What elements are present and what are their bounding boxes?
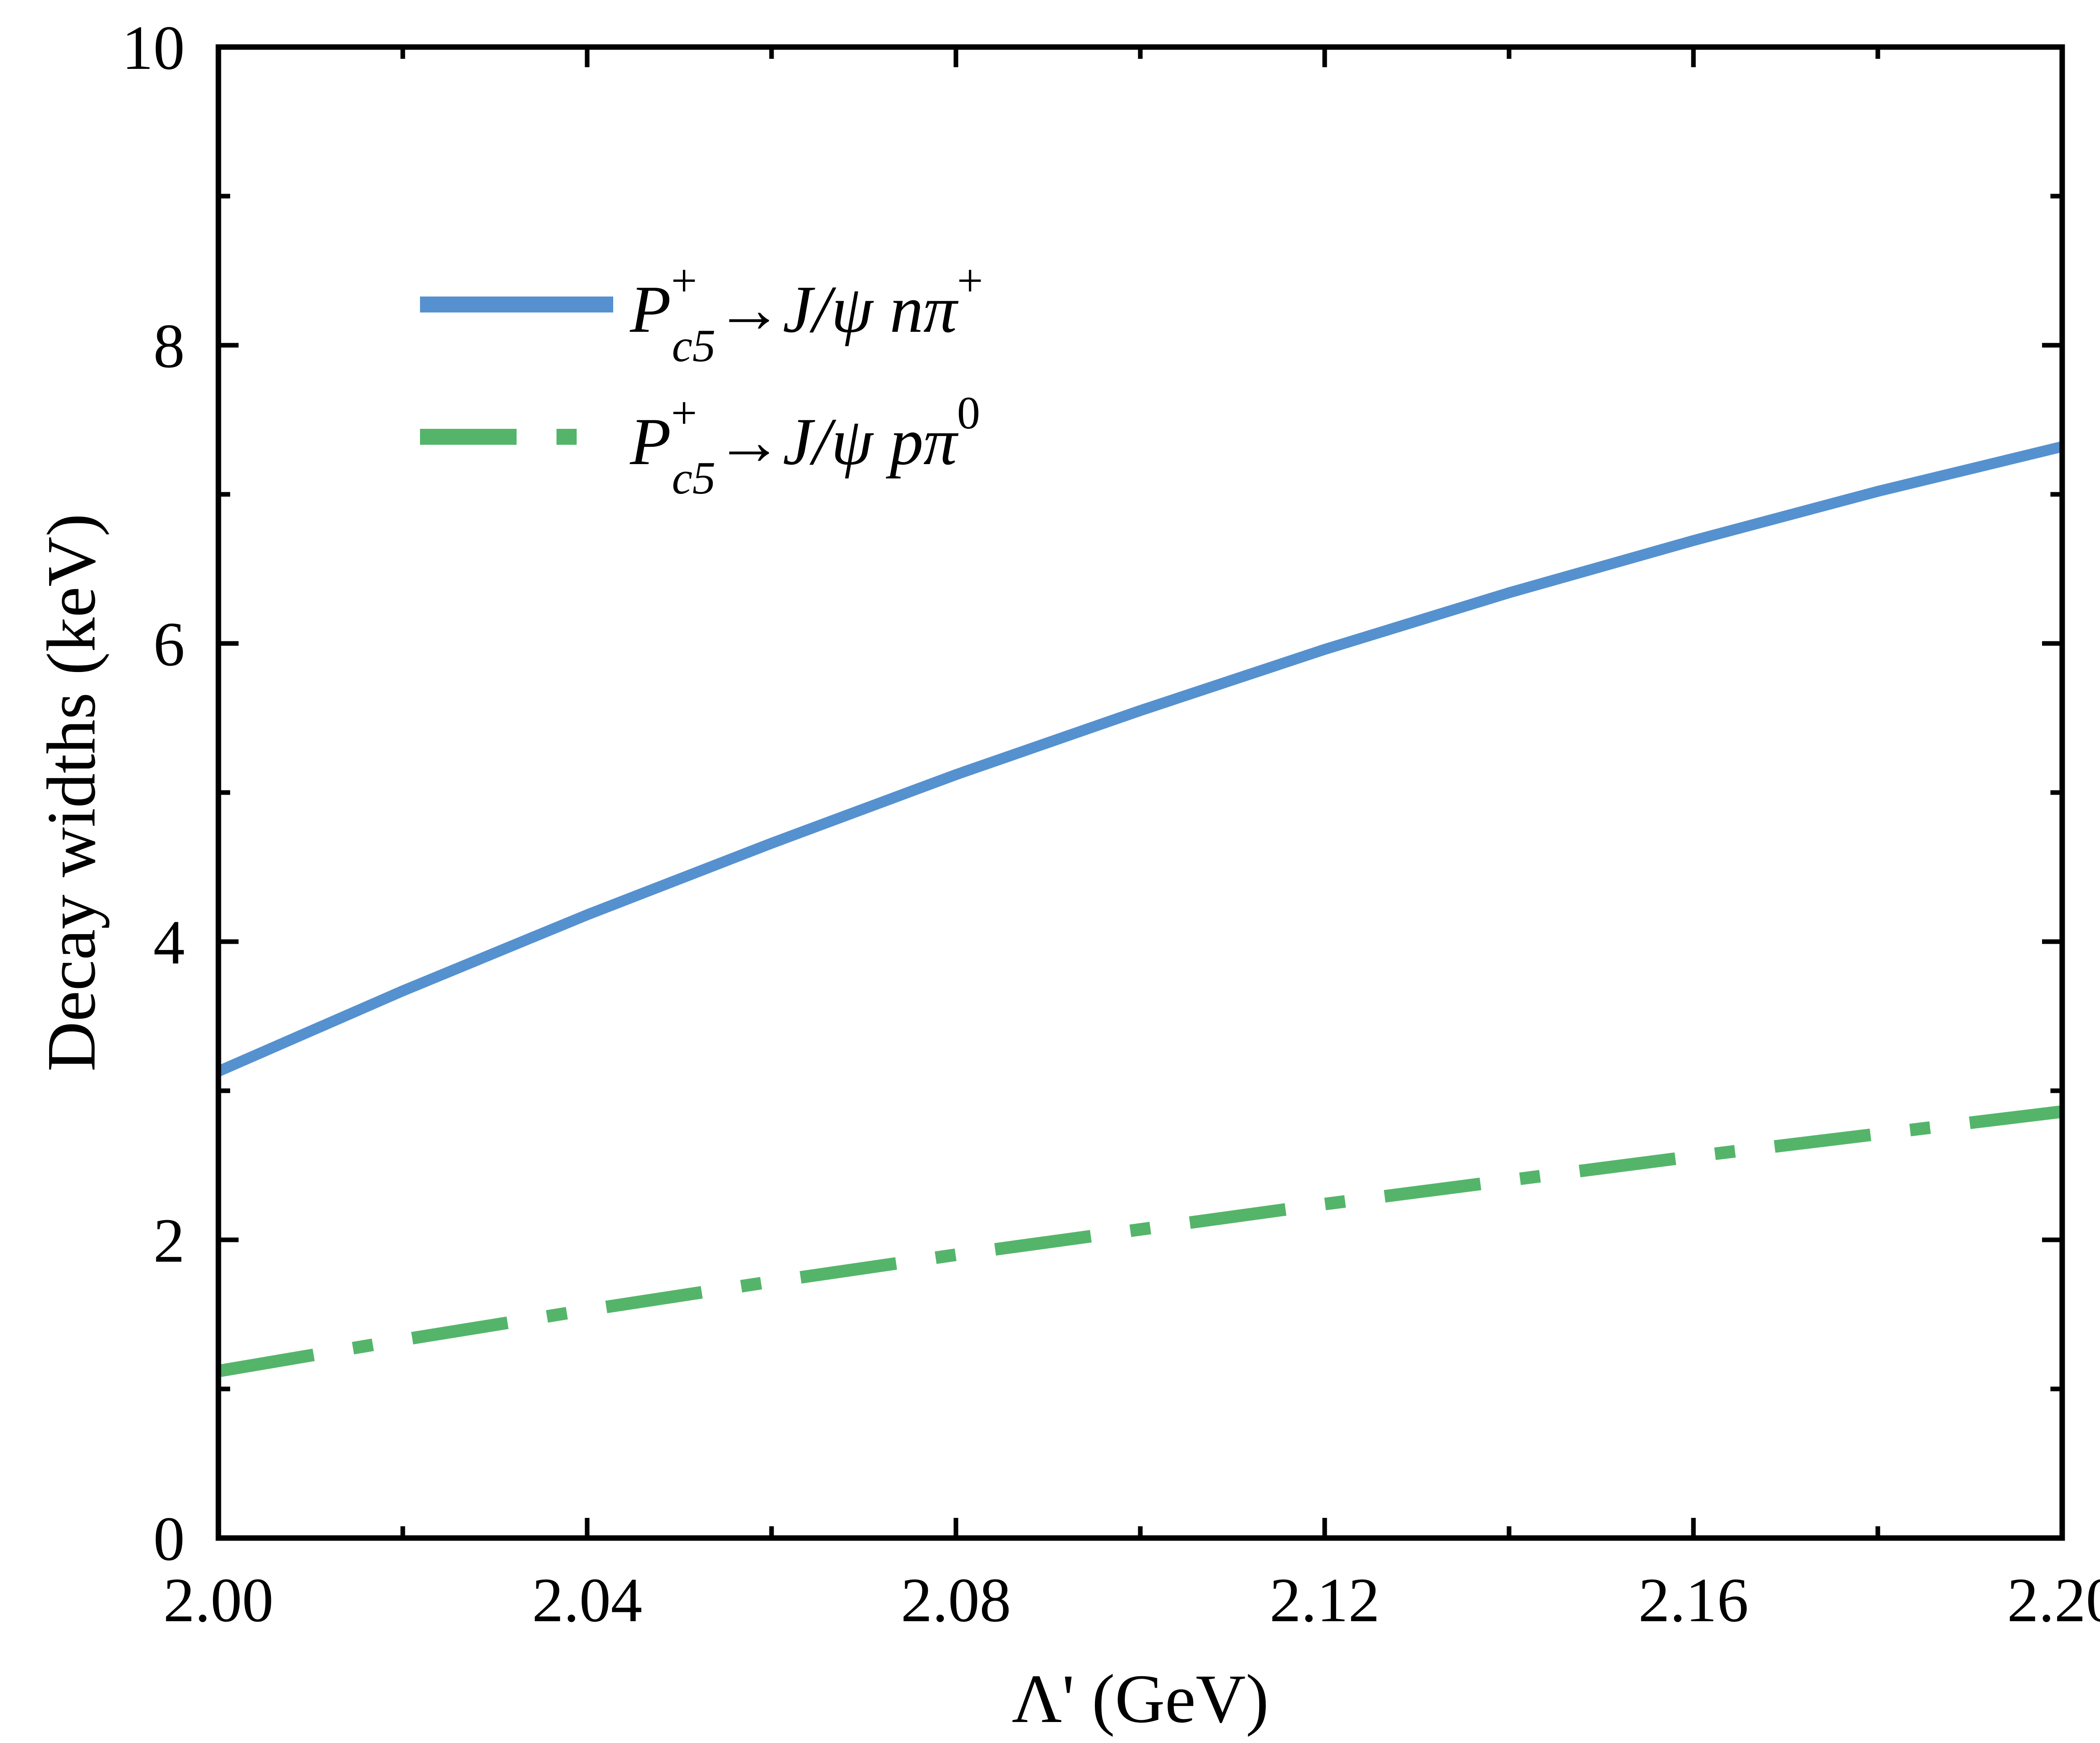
series-line-0 (216, 441, 2064, 1076)
plot-frame (215, 44, 2065, 1541)
legend-label-0-sup: + (671, 255, 697, 306)
x-tick-label-5: 2.20 (2007, 1565, 2100, 1635)
x-tick-label-3: 2.12 (1270, 1565, 1380, 1635)
legend-label-0-p: P (630, 272, 671, 346)
legend-label-series-1: P+ c5→J/ψ pπ0 (630, 387, 980, 504)
y-tick-label-2: 4 (153, 908, 185, 977)
legend-label-0-rest: J/ψ nπ (783, 272, 959, 346)
legend-label-series-0: P+ c5→J/ψ nπ+ (630, 255, 983, 371)
legend-label-0-arrow: → (716, 272, 783, 346)
legend: P+ c5→J/ψ nπ+ P+ c5→J/ψ pπ0 (420, 255, 983, 504)
x-tick-label-1: 2.04 (532, 1565, 643, 1635)
y-tick-label-4: 8 (153, 311, 185, 381)
x-tick-label-2: 2.08 (901, 1565, 1011, 1635)
y-tick-label-5: 10 (122, 13, 185, 83)
y-tick-label-0: 0 (153, 1504, 185, 1574)
legend-label-1-rest: J/ψ pπ (783, 404, 959, 479)
x-tick-label-4: 2.16 (1638, 1565, 1749, 1635)
legend-label-1-sub: c5 (672, 452, 716, 504)
y-tick-label-1: 2 (153, 1206, 185, 1276)
legend-label-1-sup: + (671, 387, 697, 438)
legend-label-1-p: P (630, 404, 671, 479)
legend-label-0-final-sup: + (957, 255, 983, 306)
legend-label-0-sub: c5 (672, 320, 716, 371)
labels-layer: 2.00 2.04 2.08 2.12 2.16 2.20 0 2 4 6 8 10 (122, 13, 2100, 1635)
legend-label-1-final-sup: 0 (957, 387, 980, 438)
legend-label-1-arrow: → (716, 404, 783, 479)
x-tick-label-0: 2.00 (163, 1565, 274, 1635)
y-tick-label-3: 6 (153, 609, 185, 679)
series-layer (216, 441, 2064, 1378)
series-line-1 (217, 1105, 2063, 1378)
y-axis-label: Decay widths (keV) (33, 514, 110, 1072)
x-axis-label: Λ' (GeV) (1012, 1660, 1269, 1737)
